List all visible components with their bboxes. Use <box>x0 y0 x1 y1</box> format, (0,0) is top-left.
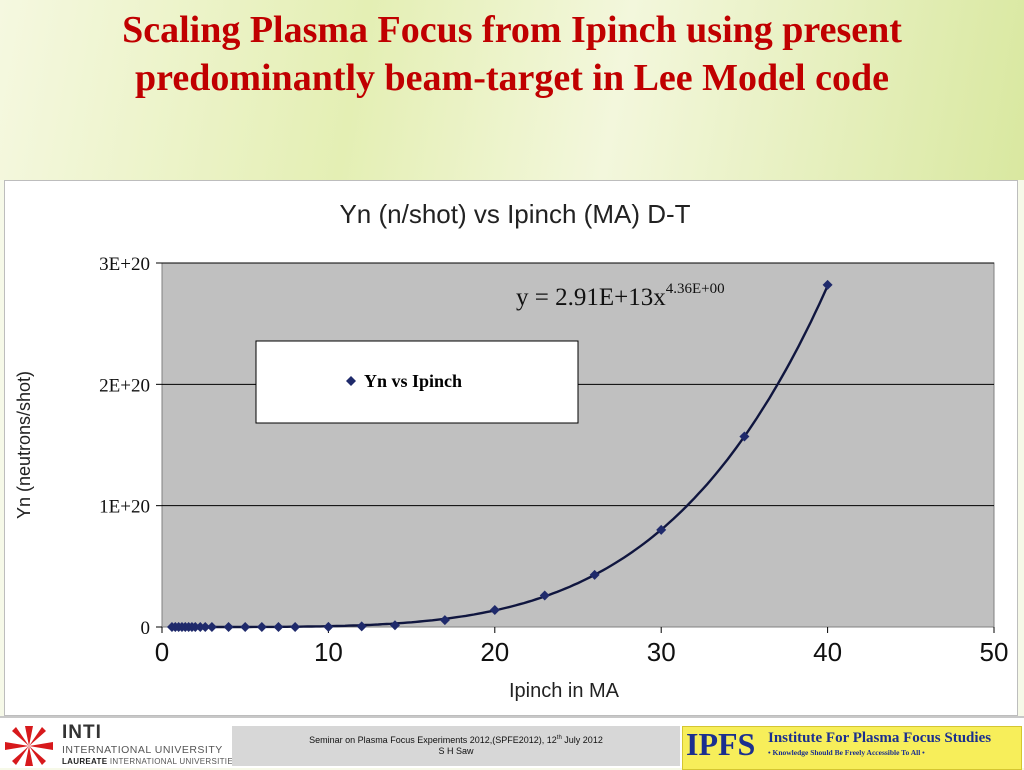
ipfs-logo: IPFS <box>686 726 756 762</box>
y-axis: 0 1E+20 2E+20 3E+20 <box>99 254 162 639</box>
x-tick-label: 0 <box>155 637 169 667</box>
data-point <box>822 279 833 290</box>
seminar-line-1: Seminar on Plasma Focus Experiments 2012… <box>232 735 680 745</box>
data-point <box>389 620 400 631</box>
legend: Yn vs Ipinch <box>255 340 579 424</box>
inti-name: INTI <box>62 722 102 743</box>
fit-equation-exponent: 4.36E+00 <box>666 281 725 297</box>
legend-box <box>255 340 579 424</box>
data-point <box>273 622 284 632</box>
data-points <box>166 279 833 632</box>
legend-marker-icon <box>346 376 356 386</box>
ipfs-tagline: • Knowledge Should Be Freely Accessible … <box>768 748 925 757</box>
plot-area <box>161 262 995 628</box>
data-point <box>589 569 600 580</box>
data-point <box>256 622 267 632</box>
ipfs-banner <box>682 726 1022 770</box>
title-band <box>0 0 1024 180</box>
data-point <box>739 431 750 442</box>
data-point <box>240 622 251 632</box>
data-point <box>290 622 301 632</box>
data-point <box>489 605 500 616</box>
seminar-line-2: S H Saw <box>438 746 474 756</box>
x-tick-label: 20 <box>480 637 509 667</box>
fit-equation-base: y = 2.91E+13x <box>516 284 666 311</box>
x-axis-label: Ipinch in MA <box>509 680 620 702</box>
seminar-date: July 2012 <box>561 735 603 745</box>
ipfs-name: Institute For Plasma Focus Studies <box>768 730 992 746</box>
x-tick-label: 30 <box>647 637 676 667</box>
seminar-text: Seminar on Plasma Focus Experiments 2012… <box>309 735 557 745</box>
laureate-rest: INTERNATIONAL UNIVERSITIES <box>107 757 239 766</box>
data-point <box>656 524 667 535</box>
inti-university-line: INTERNATIONAL UNIVERSITY <box>62 744 223 756</box>
y-tick-label: 1E+20 <box>99 497 150 518</box>
inti-laureate-line: LAUREATE INTERNATIONAL UNIVERSITIES <box>62 757 239 766</box>
x-tick-label: 50 <box>980 637 1009 667</box>
legend-label: Yn vs Ipinch <box>364 371 462 391</box>
data-point <box>223 622 234 632</box>
y-axis-label: Yn (neutrons/shot) <box>14 371 34 519</box>
x-tick-label: 40 <box>813 637 842 667</box>
chart: Yn (n/shot) vs Ipinch (MA) D-T 0 1E+20 2E+… <box>14 199 1009 702</box>
data-point <box>200 622 211 632</box>
x-tick-label: 10 <box>314 637 343 667</box>
seminar-sup: th <box>556 735 562 741</box>
y-tick-label: 0 <box>141 618 151 639</box>
data-point <box>323 621 334 632</box>
inti-logo-icon <box>5 726 53 766</box>
chart-frame: Yn (n/shot) vs Ipinch (MA) D-T 0 1E+20 2E+… <box>4 180 1018 716</box>
footer-rule <box>0 716 1024 718</box>
fit-equation: y = 2.91E+13x4.36E+00 <box>516 281 725 311</box>
x-axis: 0 10 20 30 40 50 <box>155 627 1009 667</box>
data-point <box>439 615 450 626</box>
data-point <box>206 622 217 632</box>
y-tick-label: 3E+20 <box>99 254 150 275</box>
data-point <box>539 590 550 601</box>
slide-title: Scaling Plasma Focus from Ipinch using p… <box>122 9 902 99</box>
y-tick-label: 2E+20 <box>99 375 150 396</box>
seminar-box <box>232 726 680 766</box>
laureate-word: LAUREATE <box>62 757 108 766</box>
chart-title: Yn (n/shot) vs Ipinch (MA) D-T <box>339 199 690 229</box>
data-point <box>356 621 367 632</box>
